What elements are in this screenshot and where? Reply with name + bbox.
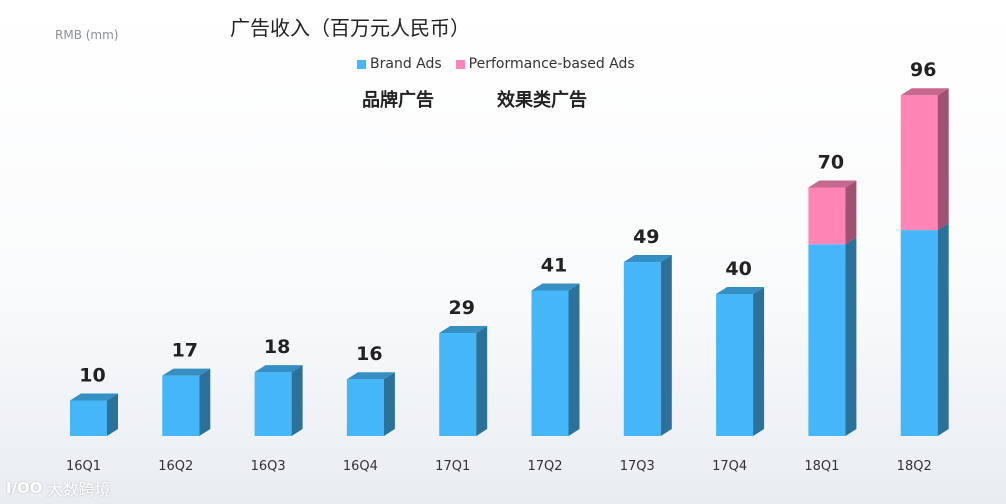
- bar-side-performance-based-ads-18Q1: [845, 180, 857, 245]
- bar-top-brand-ads-17Q3: [623, 255, 672, 263]
- bar-brand-ads-17Q2: [531, 290, 569, 436]
- watermark-text: 大数跨境: [46, 480, 111, 499]
- bar-brand-ads-17Q1: [439, 333, 477, 436]
- x-tick-16Q3: 16Q3: [251, 459, 286, 474]
- bar-side-brand-ads-16Q2: [199, 368, 211, 436]
- value-label-17Q3: 49: [633, 226, 659, 248]
- unit-label: RMB (mm): [55, 28, 119, 42]
- x-tick-17Q4: 17Q4: [712, 459, 747, 474]
- legend-item-performance: Performance-based Ads: [455, 56, 635, 72]
- bar-performance-based-ads-18Q1: [808, 187, 846, 245]
- watermark-logo: I∕OO: [6, 479, 43, 497]
- legend: Brand Ads Performance-based Ads: [357, 56, 635, 72]
- value-label-16Q3: 18: [264, 336, 290, 358]
- value-label-16Q2: 17: [172, 340, 198, 362]
- bar-top-brand-ads-17Q4: [716, 287, 765, 294]
- bar-side-brand-ads-16Q1: [107, 393, 118, 436]
- bar-top-brand-ads-17Q2: [531, 283, 580, 291]
- bar-brand-ads-16Q1: [70, 400, 107, 436]
- x-tick-17Q2: 17Q2: [527, 459, 562, 474]
- bar-side-performance-based-ads-18Q2: [937, 88, 949, 231]
- bar-top-performance-based-ads-18Q2: [900, 88, 949, 96]
- bar-side-brand-ads-17Q3: [660, 255, 672, 436]
- x-tick-16Q1: 16Q1: [66, 459, 101, 474]
- bar-top-brand-ads-17Q1: [439, 326, 488, 334]
- watermark: I∕OO 大数跨境: [6, 476, 111, 500]
- legend-cn-brand: 品牌广告: [362, 90, 434, 111]
- legend-label-brand: Brand Ads: [370, 56, 442, 72]
- legend-label-performance: Performance-based Ads: [468, 56, 635, 72]
- legend-cn-performance: 效果类广告: [497, 90, 587, 111]
- bar-top-brand-ads-16Q4: [346, 372, 395, 380]
- bar-side-brand-ads-16Q4: [383, 372, 395, 436]
- bar-brand-ads-17Q3: [623, 262, 661, 436]
- bar-brand-ads-16Q3: [254, 372, 292, 436]
- bar-top-brand-ads-16Q3: [254, 365, 303, 373]
- value-label-18Q2: 96: [910, 59, 936, 81]
- x-tick-16Q2: 16Q2: [158, 459, 193, 474]
- legend-swatch-performance: [455, 59, 465, 69]
- x-tick-17Q1: 17Q1: [435, 459, 470, 474]
- value-label-18Q1: 70: [818, 152, 844, 174]
- x-tick-16Q4: 16Q4: [343, 459, 378, 474]
- bar-brand-ads-18Q2: [900, 230, 938, 436]
- bar-side-brand-ads-17Q4: [753, 287, 765, 436]
- value-label-17Q2: 41: [541, 254, 567, 276]
- chart-title: 广告收入（百万元人民币）: [230, 16, 470, 40]
- bar-side-brand-ads-18Q1: [845, 237, 857, 436]
- bar-brand-ads-16Q2: [162, 375, 200, 436]
- bar-performance-based-ads-18Q2: [900, 95, 938, 231]
- value-label-17Q1: 29: [448, 297, 474, 319]
- value-label-16Q1: 10: [79, 365, 105, 387]
- value-label-17Q4: 40: [725, 258, 751, 280]
- bar-top-brand-ads-16Q2: [162, 368, 211, 376]
- bar-side-brand-ads-17Q2: [568, 283, 580, 436]
- bar-top-brand-ads-16Q1: [70, 393, 118, 401]
- bar-brand-ads-17Q4: [716, 294, 754, 436]
- bar-side-brand-ads-16Q3: [291, 365, 303, 436]
- bar-side-brand-ads-17Q1: [476, 326, 488, 436]
- value-label-16Q4: 16: [356, 343, 382, 365]
- bar-brand-ads-18Q1: [808, 244, 846, 436]
- x-tick-17Q3: 17Q3: [620, 459, 655, 474]
- x-tick-18Q1: 18Q1: [804, 459, 839, 474]
- bar-side-brand-ads-18Q2: [937, 223, 949, 436]
- x-tick-18Q2: 18Q2: [897, 459, 932, 474]
- bar-top-performance-based-ads-18Q1: [808, 180, 857, 188]
- legend-item-brand: Brand Ads: [357, 56, 442, 72]
- bar-brand-ads-16Q4: [346, 379, 384, 436]
- legend-swatch-brand: [357, 59, 366, 69]
